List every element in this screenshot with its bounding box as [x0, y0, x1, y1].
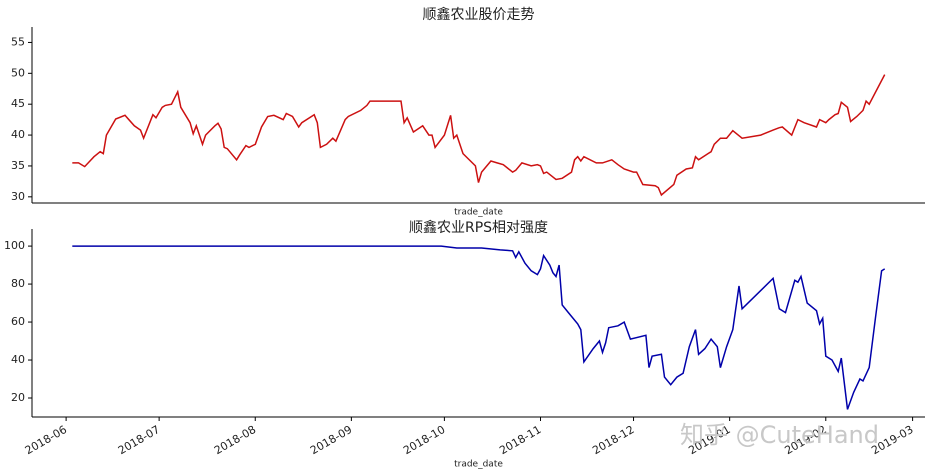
line-series — [72, 245, 886, 410]
y-tick-label: 50 — [11, 66, 25, 79]
y-tick-label: 55 — [11, 35, 25, 48]
y-tick-label: 40 — [11, 128, 25, 141]
y-tick-label: 35 — [11, 159, 25, 172]
chart-title: 顺鑫农业RPS相对强度 — [409, 219, 548, 236]
x-axis-label: trade_date — [454, 208, 503, 218]
x-tick-label: 2018-07 — [116, 423, 162, 457]
x-tick-label: 2018-09 — [308, 423, 354, 457]
x-tick-label: 2018-08 — [212, 423, 258, 457]
x-tick-label: 2018-10 — [401, 423, 447, 457]
y-tick-label: 100 — [4, 239, 25, 252]
watermark: 知乎 @CuteHand — [680, 421, 879, 449]
chart-title: 顺鑫农业股价走势 — [423, 6, 535, 23]
x-tick-label: 2018-11 — [497, 423, 543, 457]
y-tick-label: 30 — [11, 190, 25, 203]
y-tick-label: 60 — [11, 315, 25, 328]
y-tick-label: 20 — [11, 391, 25, 404]
x-tick-label: 2018-06 — [23, 423, 69, 457]
y-tick-label: 40 — [11, 353, 25, 366]
y-tick-label: 80 — [11, 277, 25, 290]
x-axis-label: trade_date — [454, 460, 503, 470]
line-series — [72, 74, 886, 197]
x-tick-label: 2018-12 — [590, 423, 636, 457]
y-tick-label: 45 — [11, 97, 25, 110]
